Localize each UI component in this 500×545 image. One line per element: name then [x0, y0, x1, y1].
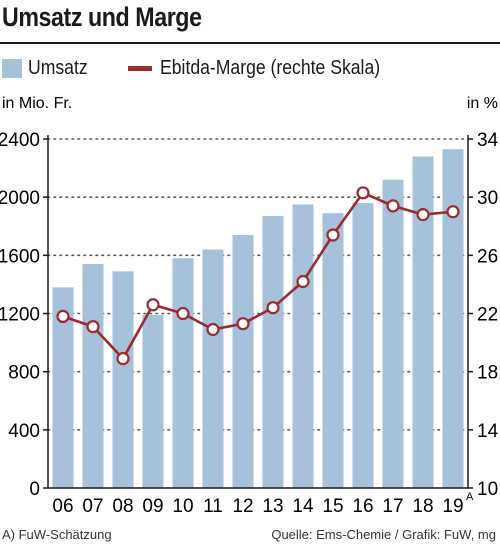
x-tick-label: 16 [352, 496, 373, 517]
source-credit: Quelle: Ems-Chemie / Grafik: FuW, mg [271, 527, 496, 542]
point-marge-19 [446, 205, 460, 219]
bar-umsatz-15 [322, 213, 344, 488]
left-tick-label: 800 [8, 363, 40, 384]
right-tick-label: 26 [477, 246, 498, 267]
bar-umsatz-06 [52, 287, 74, 488]
right-tick-label: 10 [477, 479, 498, 500]
bar-umsatz-12 [232, 234, 254, 488]
title-divider [0, 42, 500, 44]
x-tick-label: 17 [382, 496, 403, 517]
point-marge-15 [326, 228, 340, 242]
point-marge-10 [176, 306, 190, 321]
legend-item-marge: Ebitda-Marge (rechte Skala) [128, 55, 410, 81]
x-tick-label: 06 [52, 496, 73, 517]
point-marge-14 [296, 274, 310, 289]
point-marge-08 [116, 351, 130, 366]
bar-umsatz-13 [262, 216, 284, 488]
bar-series-umsatz [52, 149, 464, 488]
left-axis-title: in Mio. Fr. [2, 95, 72, 112]
x-tick-label: 15 [322, 496, 343, 517]
x-tick-superscript: A [466, 491, 474, 503]
right-tick-label: 22 [477, 305, 498, 326]
chart-title: Umsatz und Marge [2, 2, 202, 32]
bar-umsatz-11 [202, 249, 224, 488]
line-series-marge [56, 186, 460, 366]
left-tick-label: 1200 [0, 305, 40, 326]
legend-swatch-marge [128, 65, 152, 71]
tick-labels: 0 400 800 1200 1600 2000 2400 10 14 18 22 26 30 34 06 0… [0, 130, 499, 517]
x-tick-label: 08 [112, 496, 133, 517]
legend-label-marge: Ebitda-Marge (rechte Skala) [160, 56, 381, 79]
point-marge-11 [206, 322, 220, 337]
legend-swatch-umsatz [2, 58, 22, 78]
right-tick-label: 34 [477, 130, 499, 151]
x-tick-label: 19 [442, 496, 463, 517]
x-tick-label: 14 [292, 496, 314, 517]
footnote: A) FuW-Schätzung [2, 527, 112, 542]
left-tick-label: 2400 [0, 130, 40, 151]
bar-umsatz-08 [112, 271, 134, 488]
x-tick-label: 11 [203, 496, 223, 517]
axes [43, 135, 473, 489]
point-marge-06 [56, 309, 70, 324]
x-tick-label: 13 [262, 496, 283, 517]
point-marge-12 [236, 317, 250, 331]
right-tick-label: 14 [477, 421, 499, 442]
point-marge-09 [146, 298, 160, 312]
point-marge-07 [86, 319, 100, 334]
left-tick-label: 400 [8, 421, 40, 442]
bar-umsatz-19 [442, 149, 464, 488]
point-marge-18 [416, 208, 430, 222]
legend-item-umsatz: Umsatz [2, 55, 96, 81]
right-tick-label: 18 [477, 363, 498, 384]
point-marge-16 [356, 186, 370, 200]
x-tick-label: 18 [412, 496, 433, 517]
bar-umsatz-18 [412, 156, 434, 488]
left-tick-label: 1600 [0, 246, 40, 267]
left-tick-label: 2000 [0, 188, 40, 209]
gridlines [47, 138, 469, 431]
x-tick-label: 07 [82, 496, 103, 517]
bar-umsatz-14 [292, 204, 314, 488]
bar-umsatz-07 [82, 264, 104, 488]
bar-umsatz-09 [142, 314, 164, 488]
right-tick-label: 30 [477, 188, 498, 209]
x-tick-label: 12 [232, 496, 253, 517]
left-tick-label: 0 [29, 479, 40, 500]
bar-umsatz-16 [352, 202, 374, 488]
right-axis-title: in % [467, 95, 498, 112]
x-tick-label: 09 [142, 496, 163, 517]
point-marge-13 [266, 301, 280, 315]
point-marge-17 [386, 199, 400, 213]
bar-umsatz-17 [382, 179, 404, 488]
bar-umsatz-10 [172, 258, 194, 488]
legend-label-umsatz: Umsatz [28, 56, 88, 79]
x-tick-label: 10 [172, 496, 193, 517]
